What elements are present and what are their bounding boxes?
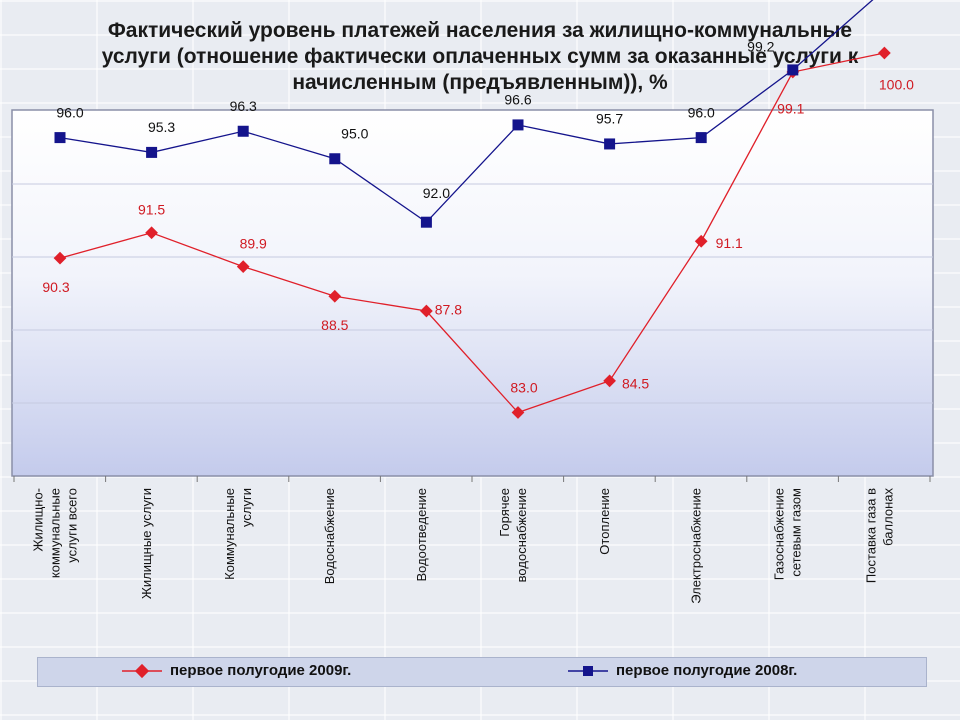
x-tick-label: Жилищные услуги: [139, 488, 154, 599]
x-tick-label: услуги всего: [64, 488, 79, 563]
data-label-2009: 99.1: [777, 101, 804, 117]
data-point-2008: [604, 138, 616, 150]
data-point-2008: [329, 153, 341, 165]
title-line: услуги (отношение фактически оплаченных …: [101, 45, 859, 68]
data-label-2008: 96.6: [504, 92, 531, 108]
data-point-2009: [145, 226, 158, 240]
x-tick-label: Горячее: [497, 488, 512, 537]
x-tick-label: Электроснабжение: [689, 488, 704, 604]
data-point-2008: [512, 119, 524, 131]
x-tick-label: сетевым газом: [789, 488, 804, 577]
data-point-2009: [420, 304, 433, 318]
data-label-2008: 99.2: [747, 39, 774, 55]
data-point-2009: [878, 46, 891, 60]
data-point-2009: [53, 251, 67, 265]
legend-label-2008: первое полугодие 2008г.: [616, 662, 798, 679]
data-label-2009: 91.1: [716, 235, 743, 251]
data-point-2009: [236, 260, 250, 273]
data-label-2009: 100.0: [879, 77, 914, 93]
data-label-2008: 92.0: [423, 185, 450, 201]
data-label-2008: 95.0: [341, 125, 368, 141]
data-label-2009: 88.5: [321, 317, 348, 333]
data-label-2008: 95.3: [148, 119, 175, 135]
data-label-2008: 96.3: [230, 98, 257, 114]
data-point-2009: [328, 289, 342, 303]
data-point-2008: [146, 146, 158, 158]
data-label-2008: 96.0: [56, 104, 83, 120]
title-line: Фактический уровень платежей населения з…: [107, 19, 853, 42]
data-label-2009: 89.9: [240, 235, 267, 251]
x-tick-label: баллонах: [880, 488, 895, 546]
x-tick-label: Поставка газа в: [863, 488, 878, 583]
legend-marker-2009: [122, 663, 162, 678]
data-label-2008: 96.0: [688, 104, 715, 120]
x-tick-label: Водоотведение: [414, 488, 429, 582]
legend-label-2009: первое полугодие 2009г.: [170, 662, 352, 679]
chart-legend: первое полугодие 2009г. первое полугодие…: [37, 657, 927, 687]
series-line-2009: [59, 52, 885, 414]
x-tick-label: Жилищно-: [30, 488, 45, 552]
x-tick-label: коммунальные: [47, 488, 62, 578]
data-label-2009: 83.0: [510, 379, 537, 395]
data-point-2008: [237, 125, 249, 137]
x-tick-label: Отопление: [597, 488, 612, 555]
data-point-2008: [420, 216, 432, 228]
plot-area: [11, 109, 934, 477]
x-tick-label: Водоснабжение: [322, 488, 337, 584]
x-tick-label: Коммунальные: [222, 488, 237, 580]
data-label-2009: 90.3: [42, 279, 69, 295]
data-label-2009: 87.8: [435, 302, 462, 318]
data-label-2009: 84.5: [622, 376, 649, 392]
data-point-2008: [695, 132, 707, 144]
data-label-2009: 91.5: [138, 201, 165, 217]
line-chart: Жилищно-коммунальные услуги всего Жилищные…: [11, 0, 934, 604]
x-tick-label: Газоснабжение: [772, 488, 787, 580]
data-point-2008: [54, 132, 66, 144]
legend-item-2009: первое полугодие 2009г.: [120, 662, 351, 679]
legend-item-2008: первое полугодие 2008г.: [566, 662, 797, 679]
series-line-2008: [59, 0, 874, 224]
chart-title: Фактический уровень платежей населения з…: [10, 18, 950, 96]
title-line: начисленным (предъявленным)), %: [292, 71, 668, 94]
x-tick-label: водоснабжение: [514, 488, 529, 582]
data-point-2008: [787, 64, 799, 76]
x-tick-label: услуги: [239, 488, 254, 527]
data-label-2008: 95.7: [596, 111, 623, 127]
legend-marker-2008: [568, 665, 608, 676]
